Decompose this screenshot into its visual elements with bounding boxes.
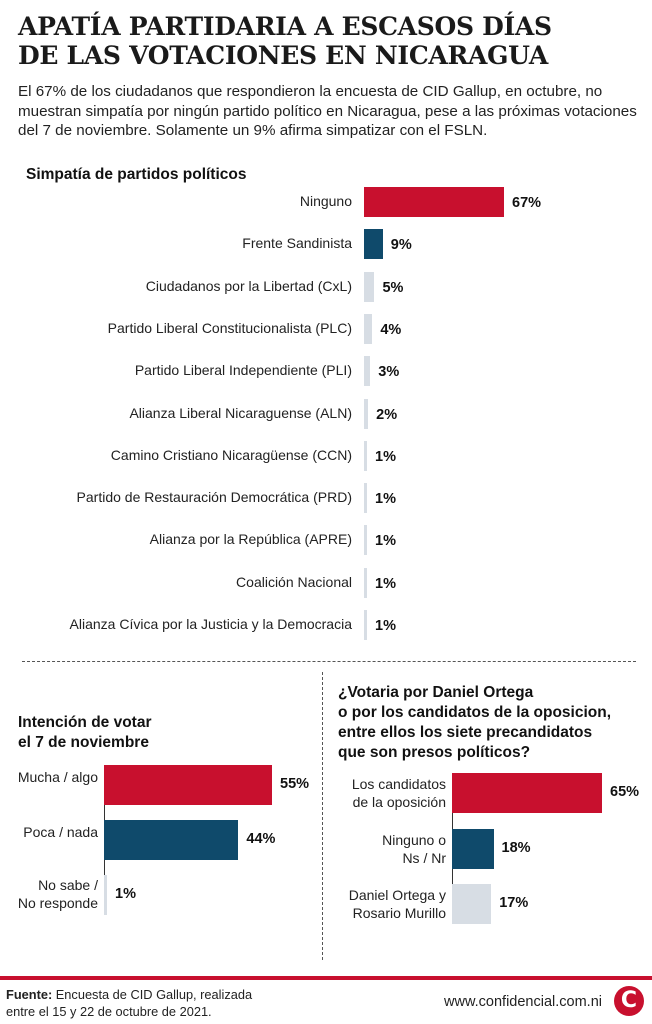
chart1-value-label: 2% — [376, 406, 398, 423]
chart1-bar — [364, 440, 367, 471]
party-label: Coalición Nacional — [236, 573, 352, 590]
ortega-question-label-line: de la oposición — [352, 794, 446, 810]
chart1-bar — [364, 313, 373, 344]
chart1-bar — [364, 567, 367, 598]
chart1-value-label: 1% — [375, 448, 396, 465]
chart3-value-label: 17% — [499, 895, 529, 911]
source-label: Fuente: — [6, 987, 53, 1002]
chart1-value-label: 67% — [512, 195, 542, 211]
vertical-divider — [322, 672, 323, 960]
chart1-bar — [364, 525, 367, 556]
ortega-question-label-line: Los candidatos — [351, 776, 446, 792]
chart2-title-line-2: el 7 de noviembre — [18, 734, 149, 751]
confidencial-logo-icon: C — [614, 986, 644, 1016]
ortega-question-label-line: Daniel Ortega y — [348, 887, 446, 903]
source-line-1: Encuesta de CID Gallup, realizada — [52, 987, 253, 1002]
chart1-bar — [364, 398, 369, 429]
chart2-value-label: 1% — [115, 886, 137, 902]
party-label: Partido Liberal Independiente (PLI) — [134, 362, 352, 379]
chart1-value-label: 4% — [380, 321, 402, 338]
chart2-bar — [104, 820, 239, 860]
vote-intention-label: Mucha / algo — [18, 768, 98, 786]
intro-text: El 67% de los ciudadanos que respondiero… — [18, 83, 637, 139]
chart3-bar — [452, 884, 492, 924]
chart2-title-line-1: Intención de votar — [18, 714, 152, 731]
chart1-bar — [364, 356, 371, 387]
chart1-bar — [364, 483, 367, 514]
chart1-value-label: 1% — [375, 533, 396, 550]
chart3-title-line-2: o por los candidatos de la oposicion, — [338, 704, 612, 721]
chart1-bar — [364, 271, 375, 302]
chart3-bar — [452, 829, 494, 869]
chart1-value-label: 3% — [378, 364, 400, 381]
title-line-2: DE LAS VOTACIONES EN NICARAGUA — [18, 41, 548, 70]
chart3-value-label: 65% — [610, 784, 640, 800]
party-label: Camino Cristiano Nicaragüense (CCN) — [110, 446, 352, 463]
chart3-value-label: 18% — [501, 840, 531, 856]
title-line-1: APATÍA PARTIDARIA A ESCASOS DÍAS — [18, 12, 552, 41]
chart3-title-line-1: ¿Votaria por Daniel Ortega — [338, 684, 534, 701]
party-label: Partido de Restauración Democrática (PRD… — [76, 489, 352, 506]
ortega-question-label: Ninguno o Ns / Nr — [382, 831, 446, 867]
chart2-bar — [104, 875, 108, 915]
chart1-value-label: 9% — [390, 237, 412, 254]
footer-source: Fuente: Encuesta de CID Gallup, realizad… — [6, 986, 252, 1020]
footer-url-link[interactable]: www.confidencial.com.ni — [444, 994, 602, 1010]
chart1-value-label: 1% — [375, 575, 396, 592]
ortega-question-label: Los candidatos de la oposición — [352, 775, 446, 811]
party-label: Ninguno — [299, 193, 352, 209]
chart3-bar — [452, 773, 602, 813]
chart2-bar — [104, 765, 272, 805]
party-label: Frente Sandinista — [242, 235, 352, 252]
party-label: Ciudadanos por la Libertad (CxL) — [145, 277, 352, 294]
chart1-value-label: 1% — [375, 491, 396, 508]
ortega-question-label-line: Rosario Murillo — [352, 905, 446, 921]
party-label: Alianza por la República (APRE) — [149, 531, 352, 548]
party-label: Partido Liberal Constitucionalista (PLC) — [107, 319, 352, 336]
party-label: Alianza Cívica por la Justicia y la Demo… — [69, 616, 352, 632]
chart2-value-label: 44% — [246, 831, 276, 847]
vote-intention-label: Poca / nada — [23, 823, 98, 841]
vote-intention-label-line: Poca / nada — [23, 824, 98, 840]
chart1-value-label: 1% — [375, 618, 396, 634]
horizontal-divider — [22, 661, 636, 662]
ortega-question-label: Daniel Ortega y Rosario Murillo — [349, 886, 446, 922]
party-label: Alianza Liberal Nicaraguense (ALN) — [129, 404, 352, 421]
chart3-title-line-3: entre ellos los siete precandidatos — [338, 724, 593, 741]
source-line-2: entre el 15 y 22 de octubre de 2021. — [6, 1004, 212, 1019]
ortega-question-label-line: Ns / Nr — [402, 850, 446, 866]
page-title: APATÍA PARTIDARIA A ESCASOS DÍAS DE LAS … — [18, 12, 638, 70]
vote-intention-label: No sabe / No responde — [18, 876, 98, 912]
chart3-title-line-4: que son presos políticos? — [338, 744, 531, 761]
footer-rule — [0, 976, 652, 980]
chart3-title: ¿Votaria por Daniel Ortega o por los can… — [338, 683, 611, 763]
ortega-question-label-line: Ninguno o — [382, 832, 446, 848]
vote-intention-label-line: No sabe / — [38, 877, 98, 893]
vote-intention-label-line: No responde — [17, 895, 98, 911]
chart1-bar — [364, 187, 504, 217]
chart1-bar — [364, 229, 383, 260]
chart2-value-label: 55% — [280, 776, 310, 792]
chart1-title: Simpatía de partidos políticos — [26, 166, 247, 183]
chart2-title: Intención de votar el 7 de noviembre — [18, 713, 152, 753]
vote-intention-label-line: Mucha / algo — [17, 769, 98, 785]
chart1-bar — [364, 610, 367, 640]
chart1-value-label: 5% — [382, 279, 404, 296]
